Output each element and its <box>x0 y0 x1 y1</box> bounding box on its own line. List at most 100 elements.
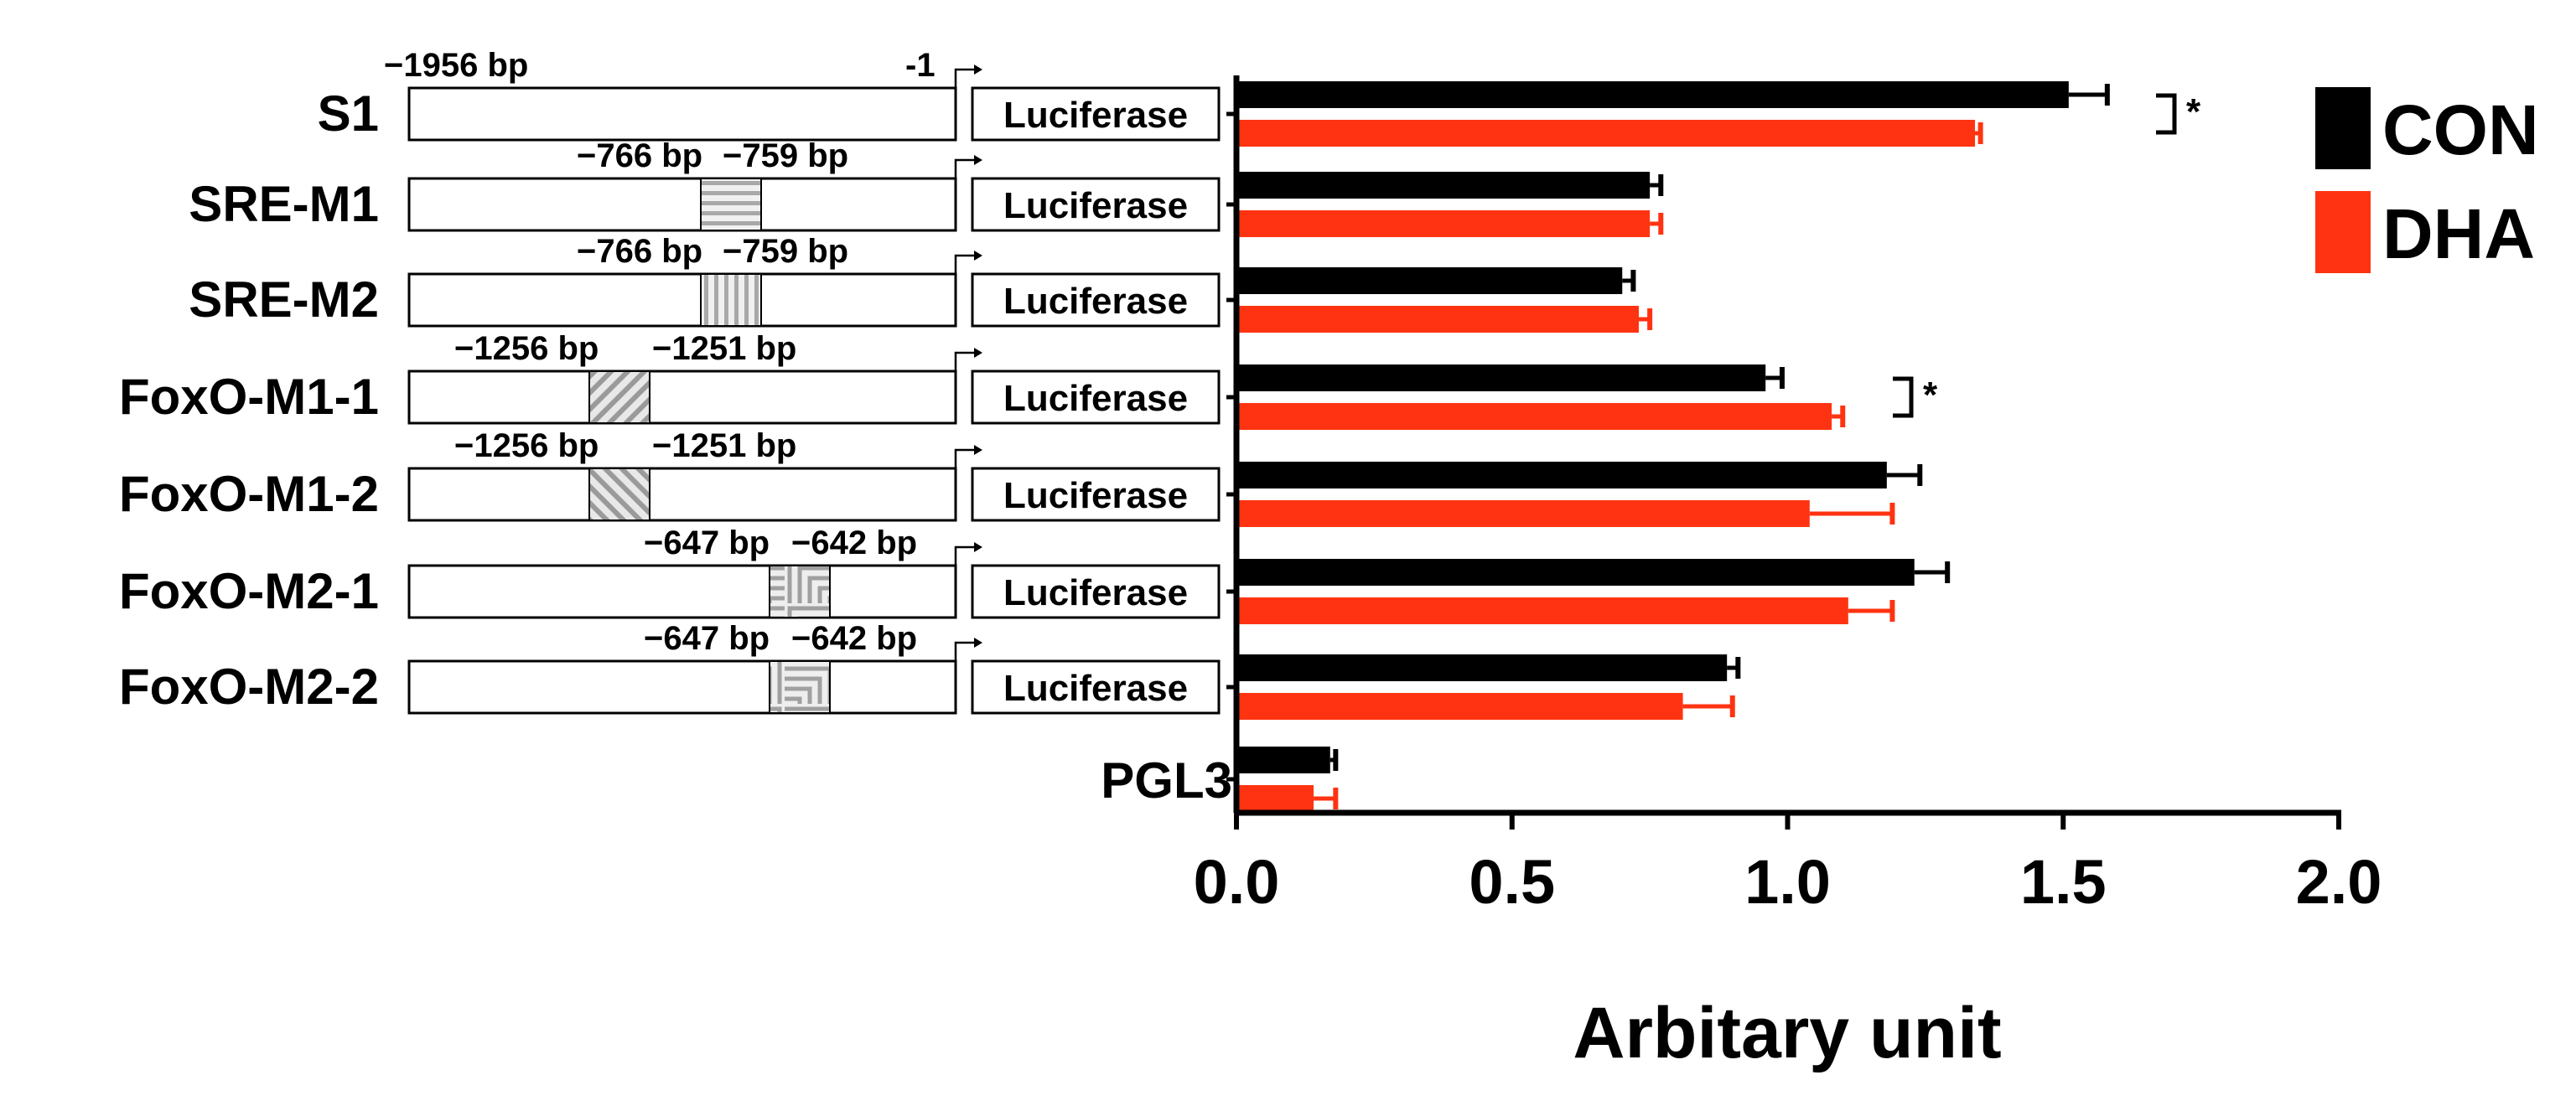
construct-row: S1 Luciferase −1956 bp -1 <box>318 47 1221 142</box>
bp-start-label: −766 bp <box>577 137 702 174</box>
construct-label: SRE-M1 <box>189 176 379 232</box>
promoter-box <box>407 370 957 425</box>
luciferase-box <box>971 272 1221 328</box>
promoter-box <box>407 272 957 328</box>
bp-start-label: −766 bp <box>577 233 702 270</box>
mutation-site <box>588 468 650 521</box>
tss-arrowhead <box>974 638 982 648</box>
tss-arrow <box>954 158 974 178</box>
bar-con <box>1236 747 1330 773</box>
luciferase-label: Luciferase <box>1003 378 1188 419</box>
legend: CON DHA <box>2315 87 2539 273</box>
construct-row: FoxO-M2-1 Luciferase −647 bp −642 bp <box>119 525 1221 619</box>
construct-row: SRE-M2 Luciferase −766 bp −759 bp <box>189 233 1221 328</box>
tss-arrowhead <box>974 348 982 358</box>
luciferase-label: Luciferase <box>1003 95 1188 136</box>
construct-label: SRE-M2 <box>189 271 379 328</box>
construct-label: S1 <box>318 85 379 142</box>
tss-arrowhead <box>974 65 982 75</box>
tss-arrowhead <box>974 251 982 261</box>
promoter-constructs: S1 Luciferase −1956 bp -1 SRE-M1 Luciferase −7… <box>119 47 1221 715</box>
category-label: PGL3 <box>1101 752 1232 809</box>
bar-dha <box>1236 785 1314 812</box>
mutation-site <box>588 370 650 424</box>
x-tick-label: 0.5 <box>1469 847 1555 917</box>
promoter-box <box>407 177 957 232</box>
bp-end-label: −759 bp <box>723 137 848 174</box>
tss-arrow <box>954 351 974 371</box>
luciferase-box <box>971 659 1221 715</box>
significance-star: * <box>2186 91 2201 132</box>
bar-con <box>1236 267 1623 294</box>
bp-end-label: −642 bp <box>791 620 917 657</box>
bp-end-label: −1251 bp <box>652 427 796 464</box>
bp-start-label: −1256 bp <box>454 330 599 367</box>
bp-end-label: −759 bp <box>723 233 848 270</box>
bar-dha <box>1236 403 1832 430</box>
bar-dha <box>1236 306 1639 333</box>
luciferase-label: Luciferase <box>1003 572 1188 613</box>
construct-label: FoxO-M1-1 <box>119 369 379 425</box>
luciferase-label: Luciferase <box>1003 185 1188 226</box>
bar-con <box>1236 654 1728 681</box>
tss-arrow <box>954 448 974 468</box>
tss-arrow <box>954 254 974 274</box>
mutation-site <box>769 660 831 714</box>
bp-start-label: −647 bp <box>644 620 770 657</box>
bar-con <box>1236 81 2069 108</box>
construct-row: FoxO-M1-1 Luciferase −1256 bp −1251 bp <box>119 330 1221 425</box>
tss-arrow <box>954 641 974 661</box>
construct-label: FoxO-M2-1 <box>119 563 379 619</box>
promoter-box <box>407 467 957 522</box>
mutation-site <box>700 273 762 327</box>
x-tick-label: 1.5 <box>2020 847 2107 917</box>
luciferase-box <box>971 467 1221 522</box>
mutation-site <box>769 565 831 618</box>
bp-start-label: −1956 bp <box>384 47 528 84</box>
bar-con <box>1236 172 1651 199</box>
bp-end-label: −642 bp <box>791 525 917 561</box>
construct-row: SRE-M1 Luciferase −766 bp −759 bp <box>189 137 1221 232</box>
construct-row: FoxO-M2-2 Luciferase −647 bp −642 bp <box>119 620 1221 715</box>
bar-con <box>1236 364 1766 391</box>
significance-bracket <box>2156 93 2177 135</box>
x-tick-label: 2.0 <box>2296 847 2382 917</box>
bp-end-label: −1251 bp <box>652 330 796 367</box>
promoter-box <box>407 659 957 715</box>
legend-label: CON <box>2382 90 2539 169</box>
x-tick-label: 0.0 <box>1194 847 1280 917</box>
tss-arrow <box>954 545 974 566</box>
bar-dha <box>1236 597 1848 624</box>
bar-con <box>1236 462 1887 488</box>
tss-arrowhead <box>974 155 982 165</box>
bar-dha <box>1236 500 1810 527</box>
luciferase-box <box>971 177 1221 232</box>
tss-arrowhead <box>974 542 982 552</box>
bar-con <box>1236 559 1915 586</box>
x-axis-title: Arbitary unit <box>1573 993 2001 1073</box>
legend-label: DHA <box>2382 194 2535 273</box>
bp-end-label: -1 <box>905 47 936 84</box>
bar-chart: PGL3 0.0 0.5 1.0 1.5 2.0 Arbitary unit * * <box>1101 75 2382 1073</box>
legend-swatch-con <box>2315 87 2371 169</box>
x-tick-label: 1.0 <box>1744 847 1831 917</box>
luciferase-label: Luciferase <box>1003 281 1188 322</box>
construct-row: FoxO-M1-2 Luciferase −1256 bp −1251 bp <box>119 427 1221 522</box>
significance-star: * <box>1923 375 1938 416</box>
bar-dha <box>1236 693 1683 720</box>
mutation-site <box>700 178 762 231</box>
luciferase-label: Luciferase <box>1003 668 1188 709</box>
luciferase-box <box>971 370 1221 425</box>
significance-bracket <box>1893 376 1914 418</box>
construct-label: FoxO-M1-2 <box>119 466 379 522</box>
bar-dha <box>1236 210 1651 237</box>
legend-swatch-dha <box>2315 191 2371 273</box>
promoter-box <box>407 564 957 619</box>
luciferase-label: Luciferase <box>1003 475 1188 516</box>
promoter-box <box>407 86 957 142</box>
luciferase-box <box>971 564 1221 619</box>
construct-label: FoxO-M2-2 <box>119 659 379 715</box>
bp-start-label: −1256 bp <box>454 427 599 464</box>
tss-arrow <box>954 68 974 88</box>
